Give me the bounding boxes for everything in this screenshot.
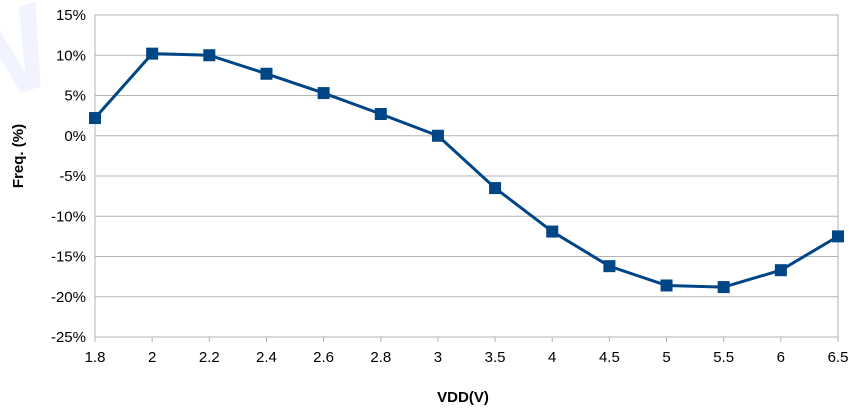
y-tick-label: 5%: [64, 88, 86, 105]
y-tick-label: 15%: [56, 7, 86, 24]
data-point-marker: [431, 129, 444, 142]
x-tick-label: 5.5: [713, 349, 734, 366]
data-point-marker: [89, 112, 101, 125]
y-tick-label: -5%: [59, 168, 86, 185]
data-point-marker: [717, 281, 730, 294]
x-tick-label: 3.5: [485, 349, 506, 366]
data-point-marker: [317, 87, 330, 100]
data-point-marker: [260, 67, 273, 80]
y-tick-label: 10%: [56, 47, 86, 64]
x-tick-label: 4.5: [599, 349, 620, 366]
y-tick-label: -20%: [51, 289, 86, 306]
y-tick-label: -15%: [51, 249, 86, 266]
y-axis-title: Freq. (%): [10, 124, 27, 188]
x-tick-label: 2.4: [256, 349, 277, 366]
data-point-marker: [546, 225, 559, 238]
plot-frame: [94, 14, 839, 338]
data-point-marker: [603, 260, 616, 273]
series-layer: [89, 47, 844, 294]
x-tick-label: 2: [148, 349, 156, 366]
x-tick-label: 2.8: [370, 349, 391, 366]
x-tick-label: 5: [662, 349, 670, 366]
axis-layer: [94, 14, 839, 342]
data-point-marker: [203, 49, 216, 62]
x-tick-label: 3: [434, 349, 442, 366]
x-tick-label: 6.5: [828, 349, 849, 366]
x-tick-label: 2.6: [313, 349, 334, 366]
x-tick-label: 6: [777, 349, 785, 366]
x-tick-label: 4: [548, 349, 556, 366]
x-tick-label: 2.2: [199, 349, 220, 366]
data-point-marker: [832, 230, 844, 243]
series-line: [93, 52, 840, 289]
data-point-marker: [146, 47, 159, 60]
data-point-marker: [774, 264, 787, 277]
x-tick-label: 1.8: [85, 349, 106, 366]
data-point-marker: [660, 279, 673, 292]
label-layer: -25% -20% -15% -10% -5% 0% 5% 10% 15% 1.8 2 2.2 2.4 2…: [51, 7, 848, 366]
data-point-marker: [374, 108, 387, 121]
y-tick-label: 0%: [64, 128, 86, 145]
y-tick-label: -25%: [51, 329, 86, 346]
x-axis-title: VDD(V): [437, 389, 489, 406]
data-point-marker: [489, 182, 502, 195]
y-tick-label: -10%: [51, 208, 86, 225]
